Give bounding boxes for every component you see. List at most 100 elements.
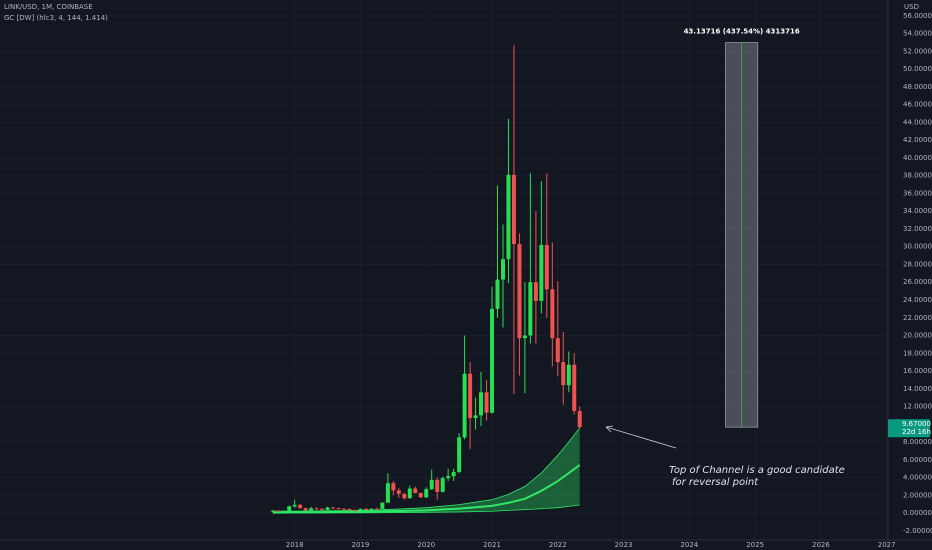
candle-body	[539, 244, 544, 301]
x-tick-label: 2024	[680, 541, 698, 549]
candle-body	[380, 502, 385, 509]
candle-body	[314, 508, 319, 510]
candle-body	[506, 174, 511, 260]
candle-body	[369, 508, 374, 510]
candle-body	[309, 508, 314, 511]
y-tick-label: 18.00000	[903, 349, 932, 357]
candle-body	[533, 282, 538, 301]
candle-body	[287, 506, 292, 511]
y-tick-label: 26.00000	[903, 278, 932, 286]
channel-lower	[272, 504, 580, 514]
y-tick-label: 56.00000	[903, 12, 932, 20]
y-tick-label: 42.00000	[903, 136, 932, 144]
y-tick-label: 8.00000	[903, 438, 932, 446]
candle-body	[391, 483, 396, 491]
axis-unit: USD	[904, 3, 919, 11]
candle-body	[511, 174, 516, 245]
arrowhead	[605, 425, 614, 433]
candle-body	[561, 362, 566, 386]
y-tick-label: 32.00000	[903, 225, 932, 233]
candle-body	[270, 510, 275, 512]
y-tick-label: 0.00000	[903, 509, 932, 517]
x-tick-label: 2025	[746, 541, 764, 549]
candle-body	[446, 476, 451, 479]
candle-body	[468, 373, 473, 419]
candle-body	[276, 510, 281, 512]
y-tick-label: 2.00000	[903, 491, 932, 499]
y-tick-label: 30.00000	[903, 243, 932, 251]
candle-body	[555, 338, 560, 363]
y-tick-label: 40.00000	[903, 154, 932, 162]
y-tick-label: 48.00000	[903, 83, 932, 91]
y-tick-label: 36.00000	[903, 189, 932, 197]
annotation-text: for reversal point	[672, 477, 759, 488]
candle-body	[298, 504, 303, 509]
annotation-text: Top of Channel is a good candidate	[669, 465, 845, 476]
candle-body	[396, 490, 401, 494]
candle-body	[402, 493, 407, 499]
y-tick-label: -2.00000	[903, 527, 932, 535]
candle-body	[374, 508, 379, 510]
y-tick-label: 38.00000	[903, 172, 932, 180]
y-tick-label: 54.00000	[903, 30, 932, 38]
x-tick-label: 2022	[549, 541, 567, 549]
x-tick-label: 2019	[352, 541, 370, 549]
countdown-label: 22d 16h	[902, 428, 931, 436]
candle-body	[572, 364, 577, 411]
y-tick-label: 46.00000	[903, 101, 932, 109]
candle-body	[501, 259, 506, 280]
candle-body	[363, 508, 368, 510]
y-tick-label: 4.00000	[903, 474, 932, 482]
candle-body	[331, 507, 336, 509]
x-tick-label: 2021	[483, 541, 501, 549]
candle-body	[385, 483, 390, 503]
candle-body	[347, 508, 352, 511]
candle-body	[550, 289, 555, 339]
candle-body	[303, 508, 308, 511]
measure-label: 43.13716 (437.54%) 4313716	[684, 28, 800, 36]
candle-body	[325, 507, 330, 510]
y-tick-label: 50.00000	[903, 65, 932, 73]
candle-body	[522, 335, 527, 339]
y-tick-label: 44.00000	[903, 118, 932, 126]
y-tick-label: 16.00000	[903, 367, 932, 375]
x-tick-label: 2020	[417, 541, 435, 549]
candle-body	[418, 492, 423, 498]
candle-body	[457, 437, 462, 472]
y-tick-label: 34.00000	[903, 207, 932, 215]
channel-area	[272, 427, 580, 514]
y-tick-label: 52.00000	[903, 47, 932, 55]
candle-body	[407, 488, 412, 499]
last-price-label: 9.67000	[902, 420, 931, 428]
candle-body	[440, 478, 445, 492]
candle-body	[292, 504, 297, 507]
candle-body	[413, 488, 418, 493]
candle-body	[281, 510, 286, 512]
candle-body	[462, 373, 467, 438]
x-tick-label: 2027	[878, 541, 896, 549]
arrow	[605, 426, 677, 449]
candle-body	[490, 308, 495, 413]
candle-body	[358, 508, 363, 511]
y-tick-label: 6.00000	[903, 456, 932, 464]
candle-body	[336, 508, 341, 510]
candle-body	[435, 479, 440, 492]
candle-body	[484, 392, 489, 413]
y-tick-label: 22.00000	[903, 314, 932, 322]
x-tick-label: 2026	[812, 541, 830, 549]
last-price-box	[888, 419, 930, 438]
y-tick-label: 12.00000	[903, 403, 932, 411]
candle-body	[577, 410, 582, 428]
candle-body	[424, 489, 429, 498]
x-tick-label: 2018	[286, 541, 304, 549]
candle-body	[342, 508, 347, 510]
candle-body	[566, 364, 571, 386]
candle-body	[544, 244, 549, 290]
y-tick-label: 14.00000	[903, 385, 932, 393]
candle-body	[479, 392, 484, 416]
indicator-title: GC [DW] (hlc3, 4, 144, 1.414)	[4, 14, 108, 22]
marks: 43.13716 (437.54%) 4313716 Top of Channel…	[270, 28, 845, 514]
candle-body	[473, 415, 478, 419]
